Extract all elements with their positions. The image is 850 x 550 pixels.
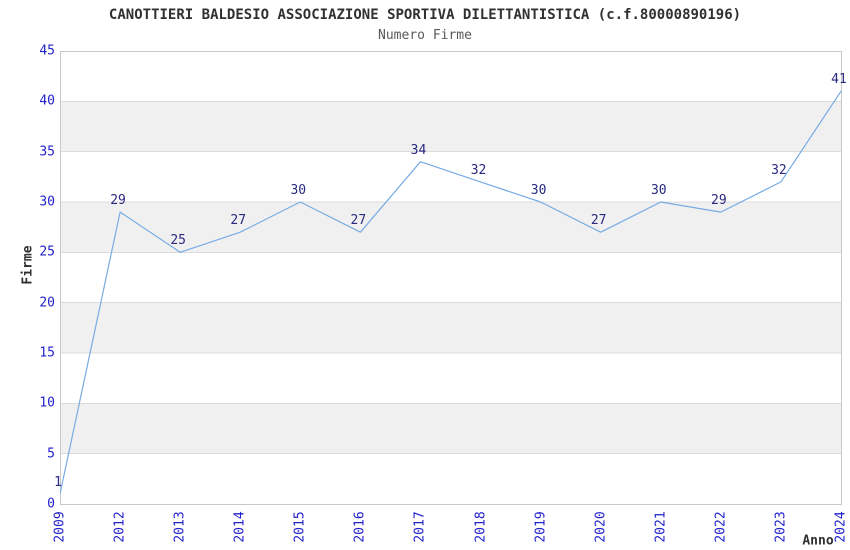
x-tick-label: 2015 xyxy=(292,511,308,543)
series-line xyxy=(60,90,842,495)
x-tick-label: 2014 xyxy=(232,511,248,543)
y-tick-label: 5 xyxy=(47,446,55,462)
x-tick-label: 2012 xyxy=(112,511,128,543)
x-tick-label: 2024 xyxy=(833,511,849,543)
y-tick-label: 20 xyxy=(39,295,55,311)
x-axis-title: Anno xyxy=(802,533,834,549)
y-tick-label: 40 xyxy=(39,93,55,109)
band-white xyxy=(60,151,841,202)
band-gray xyxy=(60,403,841,454)
data-point-label: 30 xyxy=(650,183,667,198)
x-tick-label: 2009 xyxy=(52,511,68,543)
data-point-label: 30 xyxy=(290,183,307,198)
y-tick-label: 35 xyxy=(39,144,55,160)
band-gray xyxy=(60,302,841,353)
data-point-label: 29 xyxy=(711,193,727,209)
data-point-label: 29 xyxy=(110,193,126,209)
y-axis-title: Firme xyxy=(20,245,36,285)
plot-area xyxy=(60,51,842,505)
x-tick-label: 2013 xyxy=(172,511,188,543)
data-point-label: 1 xyxy=(54,474,62,490)
data-point-label: 27 xyxy=(590,213,607,229)
data-point-label: 25 xyxy=(170,233,186,249)
band-white xyxy=(60,453,841,504)
data-point-label: 27 xyxy=(230,213,247,229)
y-tick-label: 30 xyxy=(39,194,55,210)
data-point-label: 34 xyxy=(410,142,427,158)
chart-subtitle: Numero Firme xyxy=(378,28,472,43)
data-point-label: 32 xyxy=(470,162,487,178)
x-tick-label: 2022 xyxy=(713,511,729,543)
x-tick-label: 2016 xyxy=(352,511,368,543)
band-white xyxy=(60,51,841,102)
x-tick-label: 2018 xyxy=(473,511,489,543)
y-tick-label: 0 xyxy=(47,496,55,512)
x-tick-label: 2019 xyxy=(533,511,549,543)
data-point-label: 41 xyxy=(831,72,847,88)
y-tick-label: 10 xyxy=(39,395,55,411)
chart-title: CANOTTIERI BALDESIO ASSOCIAZIONE SPORTIV… xyxy=(108,7,742,23)
band-white xyxy=(60,353,841,404)
y-tick-label: 25 xyxy=(39,244,55,260)
plot-border xyxy=(60,51,842,505)
band-gray xyxy=(60,101,841,152)
x-tick-label: 2020 xyxy=(593,511,609,543)
y-tick-label: 15 xyxy=(39,345,55,361)
x-tick-label: 2023 xyxy=(773,511,789,543)
y-tick-label: 45 xyxy=(39,43,55,59)
x-tick-label: 2021 xyxy=(653,511,669,543)
band-white xyxy=(60,252,841,303)
x-tick-label: 2017 xyxy=(412,511,428,543)
data-point-label: 32 xyxy=(771,162,787,178)
data-point-label: 30 xyxy=(530,183,547,198)
data-point-label: 27 xyxy=(350,213,367,229)
